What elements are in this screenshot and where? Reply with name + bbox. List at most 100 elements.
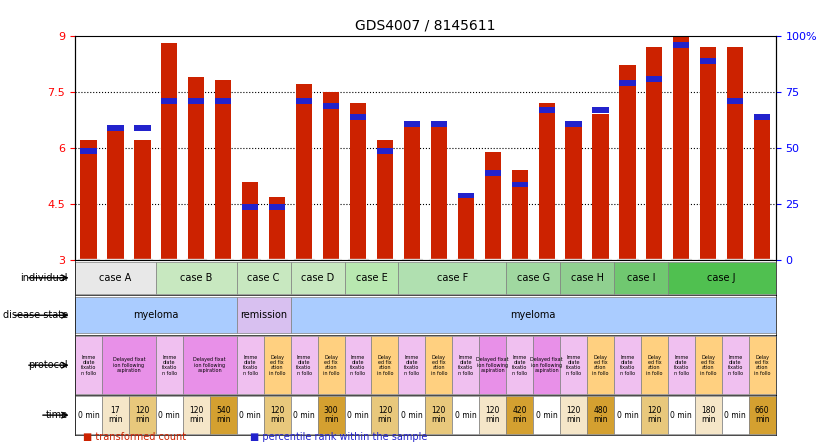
FancyBboxPatch shape xyxy=(587,337,614,394)
Text: Delay
ed fix
ation
in follo: Delay ed fix ation in follo xyxy=(377,355,393,376)
FancyBboxPatch shape xyxy=(614,396,641,434)
Bar xyxy=(511,170,528,260)
Text: Imme
diate
fixatio
n follo: Imme diate fixatio n follo xyxy=(350,355,365,376)
Bar xyxy=(377,148,393,154)
FancyBboxPatch shape xyxy=(237,337,264,394)
Text: 120
min: 120 min xyxy=(566,406,580,424)
Text: 0 min: 0 min xyxy=(294,411,315,420)
Text: 120
min: 120 min xyxy=(135,406,149,424)
Text: Delayed fixat
ion following
aspiration: Delayed fixat ion following aspiration xyxy=(113,357,145,373)
Bar xyxy=(485,170,500,176)
Bar xyxy=(161,43,178,260)
Bar xyxy=(701,47,716,260)
Text: case H: case H xyxy=(570,273,604,283)
FancyBboxPatch shape xyxy=(695,337,721,394)
Bar xyxy=(511,182,528,187)
Text: case G: case G xyxy=(516,273,550,283)
Bar xyxy=(646,76,662,82)
Text: 660
min: 660 min xyxy=(755,406,770,424)
Text: time: time xyxy=(46,410,68,420)
Text: case A: case A xyxy=(99,273,132,283)
Text: Imme
diate
fixatio
n follo: Imme diate fixatio n follo xyxy=(243,355,258,376)
Text: 120
min: 120 min xyxy=(431,406,446,424)
Bar xyxy=(215,99,231,104)
FancyBboxPatch shape xyxy=(75,396,102,434)
Bar xyxy=(485,152,500,260)
Text: 0 min: 0 min xyxy=(401,411,423,420)
FancyBboxPatch shape xyxy=(318,337,344,394)
Bar xyxy=(458,193,474,260)
Bar xyxy=(161,99,178,104)
FancyBboxPatch shape xyxy=(129,396,156,434)
Text: 420
min: 420 min xyxy=(512,406,527,424)
FancyBboxPatch shape xyxy=(480,337,506,394)
Bar xyxy=(134,126,150,131)
Text: 0 min: 0 min xyxy=(239,411,261,420)
Bar xyxy=(269,204,285,210)
Text: 540
min: 540 min xyxy=(216,406,230,424)
Bar xyxy=(215,80,231,260)
FancyBboxPatch shape xyxy=(156,262,237,293)
Text: Delay
ed fix
ation
in follo: Delay ed fix ation in follo xyxy=(646,355,663,376)
Text: 0 min: 0 min xyxy=(347,411,369,420)
FancyBboxPatch shape xyxy=(399,396,425,434)
Text: Delay
ed fix
ation
in follo: Delay ed fix ation in follo xyxy=(323,355,339,376)
FancyBboxPatch shape xyxy=(156,396,183,434)
FancyBboxPatch shape xyxy=(102,337,156,394)
Bar xyxy=(80,140,97,260)
Text: protocol: protocol xyxy=(28,360,68,370)
FancyBboxPatch shape xyxy=(344,262,399,293)
Bar xyxy=(188,77,204,260)
Title: GDS4007 / 8145611: GDS4007 / 8145611 xyxy=(355,19,495,33)
Bar xyxy=(108,126,123,131)
Text: case F: case F xyxy=(437,273,468,283)
FancyBboxPatch shape xyxy=(480,396,506,434)
Text: 120
min: 120 min xyxy=(647,406,661,424)
Text: Imme
diate
fixatio
n follo: Imme diate fixatio n follo xyxy=(674,355,689,376)
Bar xyxy=(188,99,204,104)
Bar xyxy=(404,121,420,127)
Bar xyxy=(620,66,636,260)
FancyBboxPatch shape xyxy=(264,337,290,394)
FancyBboxPatch shape xyxy=(452,396,480,434)
Text: Delayed fixat
ion following
aspiration: Delayed fixat ion following aspiration xyxy=(476,357,509,373)
FancyBboxPatch shape xyxy=(721,396,749,434)
Text: myeloma: myeloma xyxy=(510,310,555,320)
Text: remission: remission xyxy=(240,310,287,320)
Bar xyxy=(592,107,609,113)
Bar xyxy=(269,197,285,260)
Text: 0 min: 0 min xyxy=(724,411,746,420)
FancyBboxPatch shape xyxy=(506,337,533,394)
Bar xyxy=(565,126,581,260)
FancyBboxPatch shape xyxy=(425,337,452,394)
FancyBboxPatch shape xyxy=(506,396,533,434)
Text: Delay
ed fix
ation
in follo: Delay ed fix ation in follo xyxy=(700,355,716,376)
Bar xyxy=(377,140,393,260)
Text: case C: case C xyxy=(248,273,280,283)
Text: Delay
ed fix
ation
in follo: Delay ed fix ation in follo xyxy=(430,355,447,376)
Text: Delayed fixat
ion following
aspiration: Delayed fixat ion following aspiration xyxy=(193,357,226,373)
Text: Imme
diate
fixatio
n follo: Imme diate fixatio n follo xyxy=(296,355,312,376)
Text: 0 min: 0 min xyxy=(535,411,557,420)
Text: 0 min: 0 min xyxy=(671,411,692,420)
FancyBboxPatch shape xyxy=(695,396,721,434)
Text: case J: case J xyxy=(707,273,736,283)
Text: 17
min: 17 min xyxy=(108,406,123,424)
FancyBboxPatch shape xyxy=(560,337,587,394)
Text: myeloma: myeloma xyxy=(133,310,178,320)
Text: 120
min: 120 min xyxy=(189,406,203,424)
Text: Delay
ed fix
ation
in follo: Delay ed fix ation in follo xyxy=(754,355,771,376)
Text: ■ percentile rank within the sample: ■ percentile rank within the sample xyxy=(250,432,428,442)
Bar xyxy=(430,122,447,260)
Bar xyxy=(727,99,743,104)
Bar xyxy=(701,58,716,63)
Bar xyxy=(108,129,123,260)
FancyBboxPatch shape xyxy=(399,262,506,293)
FancyBboxPatch shape xyxy=(237,396,264,434)
Text: Imme
diate
fixatio
n follo: Imme diate fixatio n follo xyxy=(727,355,743,376)
Bar xyxy=(430,121,447,127)
FancyBboxPatch shape xyxy=(156,337,183,394)
FancyBboxPatch shape xyxy=(75,262,156,293)
Bar xyxy=(673,42,690,48)
Text: 0 min: 0 min xyxy=(455,411,477,420)
